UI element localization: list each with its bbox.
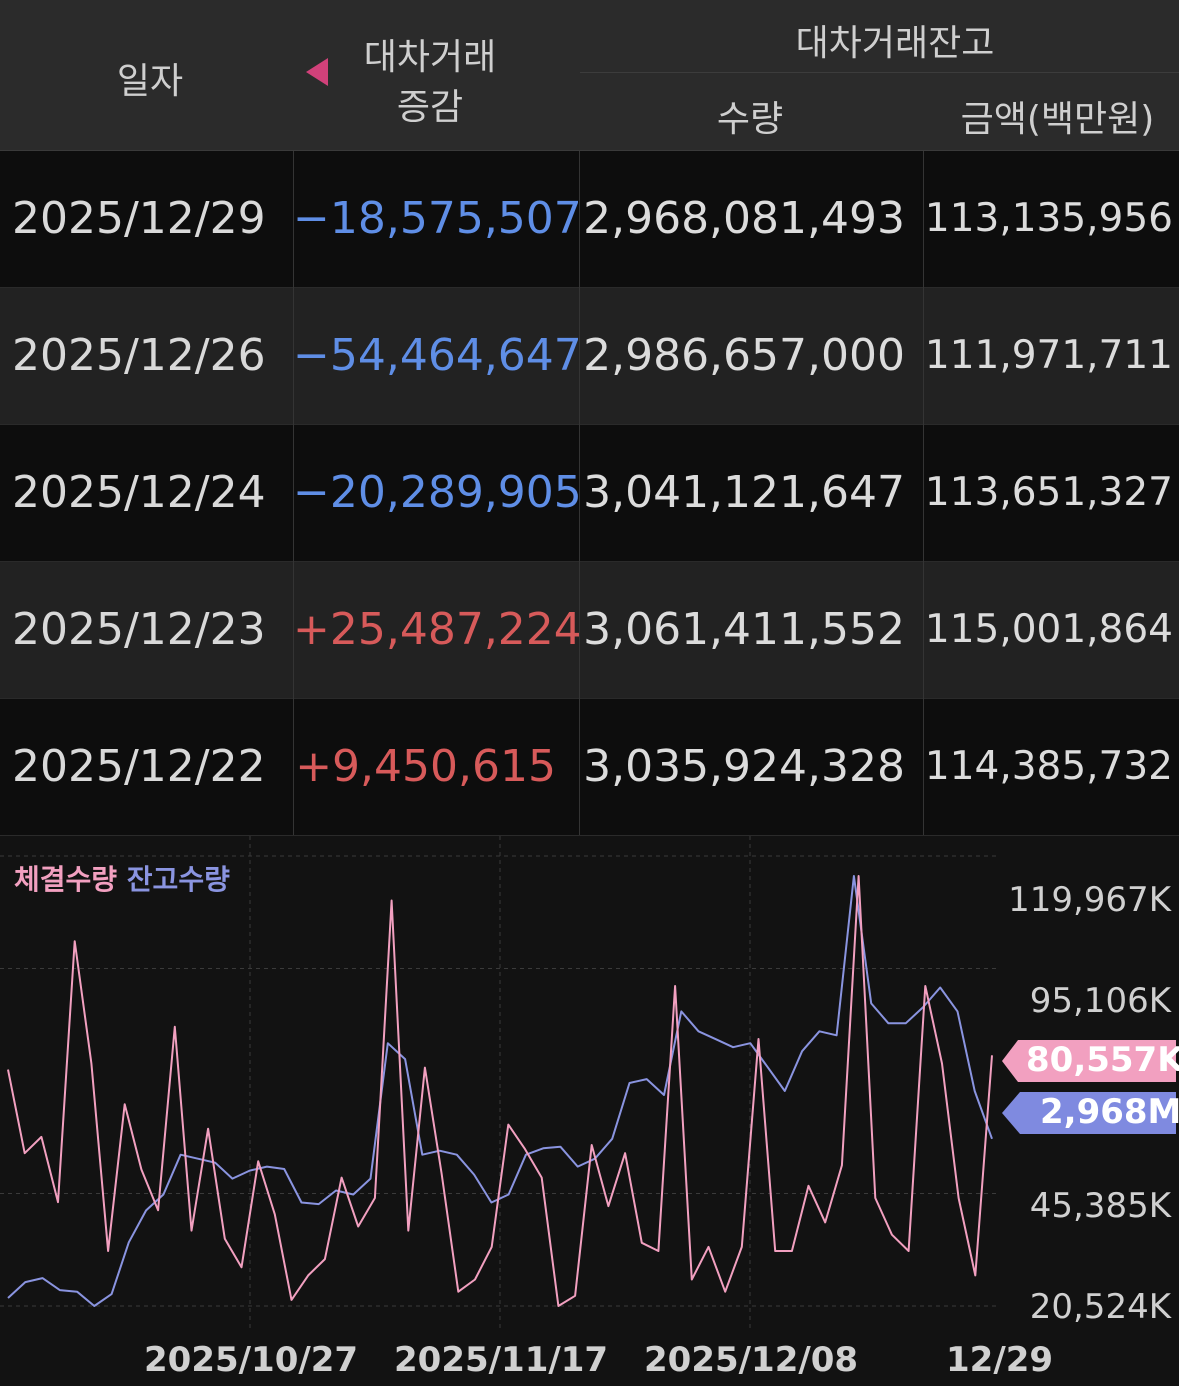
row-amount: 113,135,956 bbox=[924, 196, 1173, 241]
chart-series bbox=[7, 875, 993, 1307]
table-header: 일자 대차거래 증감 대차거래잔고 수량 금액(백만원) bbox=[0, 0, 1179, 151]
row-date: 2025/12/29 bbox=[12, 193, 266, 244]
row-qty: 2,968,081,493 bbox=[583, 193, 905, 244]
data-table: 2025/12/29 −18,575,507 2,968,081,493 113… bbox=[0, 151, 1179, 836]
row-amount: 111,971,711 bbox=[924, 333, 1173, 378]
trade-last-value: 80,557K bbox=[1026, 1040, 1179, 1080]
row-amount: 115,001,864 bbox=[924, 607, 1173, 652]
sort-left-icon[interactable] bbox=[306, 58, 328, 86]
x-tick-label: 2025/11/17 bbox=[394, 1340, 609, 1380]
row-change: −54,464,647 bbox=[293, 330, 582, 381]
trade-badge-bg bbox=[1002, 1040, 1176, 1082]
trade-series-line bbox=[7, 875, 993, 1307]
change-column-header-line1[interactable]: 대차거래 bbox=[363, 37, 497, 78]
balance-badge-bg bbox=[1002, 1092, 1176, 1134]
table-row[interactable]: 2025/12/22 +9,450,615 3,035,924,328 114,… bbox=[0, 699, 1179, 836]
date-column-header[interactable]: 일자 bbox=[116, 61, 184, 102]
row-date: 2025/12/24 bbox=[12, 467, 266, 518]
row-date: 2025/12/23 bbox=[12, 604, 266, 655]
x-tick-label: 12/29 bbox=[946, 1340, 1054, 1380]
legend-trade: 체결수량 bbox=[14, 863, 118, 896]
row-qty: 3,035,924,328 bbox=[583, 741, 905, 792]
table-row[interactable]: 2025/12/29 −18,575,507 2,968,081,493 113… bbox=[0, 151, 1179, 288]
column-divider bbox=[293, 151, 294, 835]
row-change: −18,575,507 bbox=[293, 193, 582, 244]
row-change: +25,487,224 bbox=[293, 604, 582, 655]
chart-legend: 체결수량 잔고수량 bbox=[14, 858, 230, 898]
y-tick-label: 45,385K bbox=[1029, 1186, 1171, 1226]
balance-group-header: 대차거래잔고 bbox=[795, 23, 995, 64]
row-amount: 114,385,732 bbox=[924, 744, 1173, 789]
table-row[interactable]: 2025/12/23 +25,487,224 3,061,411,552 115… bbox=[0, 562, 1179, 699]
balance-last-value: 2,968M bbox=[1040, 1092, 1179, 1132]
plot-background bbox=[0, 836, 998, 1330]
balance-series-line bbox=[7, 875, 993, 1307]
x-tick-label: 2025/10/27 bbox=[144, 1340, 359, 1380]
row-change: −20,289,905 bbox=[293, 467, 582, 518]
row-amount: 113,651,327 bbox=[924, 470, 1173, 515]
row-date: 2025/12/26 bbox=[12, 330, 266, 381]
x-tick-label: 2025/12/08 bbox=[644, 1340, 859, 1380]
qty-column-header[interactable]: 수량 bbox=[716, 99, 784, 140]
legend-balance: 잔고수량 bbox=[126, 863, 230, 896]
header-divider bbox=[580, 72, 1179, 73]
line-chart[interactable] bbox=[0, 836, 1179, 1386]
column-divider bbox=[923, 151, 924, 835]
y-tick-label: 20,524K bbox=[1029, 1287, 1171, 1327]
table-row[interactable]: 2025/12/24 −20,289,905 3,041,121,647 113… bbox=[0, 425, 1179, 562]
y-tick-label: 95,106K bbox=[1029, 981, 1171, 1021]
row-change: +9,450,615 bbox=[295, 741, 556, 792]
column-divider bbox=[579, 151, 580, 835]
row-date: 2025/12/22 bbox=[12, 741, 266, 792]
row-qty: 3,041,121,647 bbox=[583, 467, 905, 518]
row-qty: 3,061,411,552 bbox=[583, 604, 905, 655]
row-qty: 2,986,657,000 bbox=[583, 330, 905, 381]
y-tick-label: 119,967K bbox=[1008, 880, 1171, 920]
change-column-header-line2[interactable]: 증감 bbox=[396, 87, 464, 128]
table-row[interactable]: 2025/12/26 −54,464,647 2,986,657,000 111… bbox=[0, 288, 1179, 425]
last-value-badges bbox=[1002, 1040, 1176, 1134]
amount-column-header[interactable]: 금액(백만원) bbox=[960, 99, 1155, 140]
chart-area[interactable]: 체결수량 잔고수량 119,967K 95,106K 45,385K 20,52… bbox=[0, 836, 1179, 1386]
